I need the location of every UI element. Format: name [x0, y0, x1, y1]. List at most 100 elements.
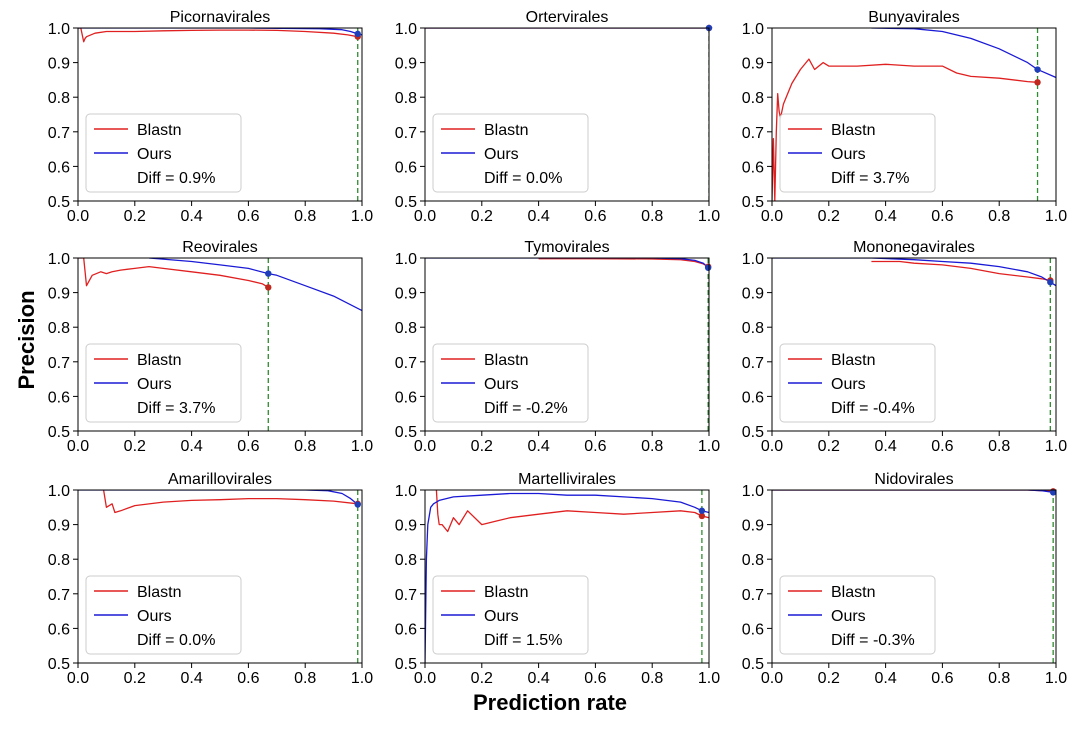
legend-box: [779, 575, 936, 655]
y-tick-label: 0.5: [48, 656, 70, 673]
y-tick-label: 1.0: [742, 483, 764, 500]
x-tick-label: 0.0: [67, 208, 89, 225]
x-tick-label: 0.0: [761, 208, 783, 225]
x-tick-label: 0.8: [294, 438, 316, 455]
subplot-7: Amarillovirales 0.0 0.2 0.4 0.6 0.8 1.0 0.5 0.6 0…: [48, 471, 373, 687]
legend: Blastn Ours Diff = -0.2%: [432, 343, 589, 423]
x-tick-label: 0.4: [180, 438, 202, 455]
x-tick-label: 0.4: [527, 670, 549, 687]
y-tick-label: 0.6: [742, 389, 764, 406]
y-tick-label: 0.8: [742, 320, 764, 337]
series-line-ours: [425, 258, 709, 269]
x-tick-label: 0.2: [818, 670, 840, 687]
y-tick-label: 0.9: [48, 56, 70, 73]
y-tick-label: 0.7: [742, 355, 764, 372]
x-tick-label: 0.4: [527, 438, 549, 455]
x-tick-label: 0.2: [818, 208, 840, 225]
y-tick-label: 0.7: [395, 125, 417, 142]
legend: Blastn Ours Diff = 0.0%: [85, 575, 242, 655]
figure-ylabel: Precision: [14, 290, 39, 389]
legend-label-blastn: Blastn: [137, 352, 181, 369]
y-tick-label: 0.9: [48, 286, 70, 303]
y-tick-label: 0.8: [395, 552, 417, 569]
legend-label-blastn: Blastn: [484, 352, 528, 369]
y-tick-label: 0.7: [395, 355, 417, 372]
axes-frame: [771, 27, 1057, 202]
x-tick-label: 0.4: [874, 438, 896, 455]
x-tick-label: 0.6: [931, 208, 953, 225]
axes-frame: [77, 27, 363, 202]
y-tick-label: 0.5: [742, 194, 764, 211]
x-tick-label: 0.6: [584, 208, 606, 225]
x-tick-label: 1.0: [698, 208, 720, 225]
y-tick-label: 1.0: [48, 483, 70, 500]
y-tick-label: 0.7: [48, 355, 70, 372]
x-tick-label: 0.4: [180, 670, 202, 687]
y-tick-label: 0.9: [742, 56, 764, 73]
y-tick-label: 0.7: [48, 587, 70, 604]
end-marker-blastn: [1034, 79, 1041, 86]
legend-box: [85, 575, 242, 655]
plot-area: [772, 258, 1056, 431]
x-tick-label: 0.8: [641, 670, 663, 687]
axes-frame: [77, 489, 363, 664]
legend-box: [85, 343, 242, 423]
y-tick-label: 0.9: [395, 56, 417, 73]
x-tick-label: 1.0: [351, 208, 373, 225]
y-tick-label: 0.6: [742, 621, 764, 638]
legend-label-blastn: Blastn: [831, 352, 875, 369]
subplot-title: Mononegavirales: [853, 239, 975, 256]
axes-frame: [771, 257, 1057, 432]
legend: Blastn Ours Diff = 0.0%: [432, 113, 589, 193]
legend-diff-text: Diff = -0.4%: [831, 400, 915, 417]
plot-area: [772, 490, 1054, 663]
x-tick-label: 1.0: [1045, 208, 1067, 225]
legend-label-ours: Ours: [484, 376, 519, 393]
x-tick-label: 0.2: [124, 208, 146, 225]
y-tick-label: 0.6: [395, 621, 417, 638]
y-tick-label: 0.6: [395, 159, 417, 176]
y-tick-label: 1.0: [742, 21, 764, 38]
y-tick-label: 0.5: [742, 656, 764, 673]
y-tick-label: 0.7: [395, 587, 417, 604]
legend-diff-text: Diff = 1.5%: [484, 632, 562, 649]
legend-diff-text: Diff = 0.0%: [137, 632, 215, 649]
legend-box: [779, 113, 936, 193]
legend-box: [432, 113, 589, 193]
subplot-3: Bunyavirales 0.0 0.2 0.4 0.6 0.8 1.0 0.5 0.6 0.7 0…: [742, 9, 1067, 225]
legend-box: [85, 113, 242, 193]
series-line-blastn: [772, 58, 1038, 201]
x-tick-label: 0.6: [584, 438, 606, 455]
subplot-title: Martellivirales: [518, 471, 616, 488]
series-line-blastn: [102, 490, 358, 514]
legend: Blastn Ours Diff = -0.4%: [779, 343, 936, 423]
x-tick-label: 0.0: [761, 438, 783, 455]
legend-label-ours: Ours: [831, 146, 866, 163]
y-tick-label: 0.8: [48, 320, 70, 337]
axes-frame: [424, 27, 710, 202]
legend-label-ours: Ours: [484, 608, 519, 625]
subplot-2: Ortervirales 0.0 0.2 0.4 0.6 0.8 1.0 0.5 0.6 0.7 0…: [395, 9, 720, 225]
series-line-blastn: [78, 258, 269, 288]
y-tick-label: 1.0: [48, 21, 70, 38]
end-marker-ours: [1047, 279, 1054, 286]
subplot-title: Nidovirales: [874, 471, 953, 488]
x-tick-label: 0.0: [67, 670, 89, 687]
x-tick-label: 1.0: [698, 670, 720, 687]
end-marker-blastn: [698, 512, 706, 520]
subplot-title: Tymovirales: [524, 239, 609, 256]
legend-label-blastn: Blastn: [831, 584, 875, 601]
x-tick-label: 0.2: [471, 670, 493, 687]
legend-diff-text: Diff = 3.7%: [831, 170, 909, 187]
x-tick-label: 0.8: [988, 208, 1010, 225]
subplot-9: Nidovirales 0.0 0.2 0.4 0.6 0.8 1.0 0.5 0.6 0.7 0.…: [742, 471, 1067, 687]
y-tick-label: 0.9: [742, 286, 764, 303]
x-tick-label: 0.6: [931, 438, 953, 455]
series-line-ours: [772, 258, 1056, 287]
legend-label-blastn: Blastn: [484, 122, 528, 139]
y-tick-label: 0.7: [48, 125, 70, 142]
y-tick-label: 0.6: [742, 159, 764, 176]
y-tick-label: 0.9: [395, 518, 417, 535]
legend: Blastn Ours Diff = 0.9%: [85, 113, 242, 193]
legend-box: [779, 343, 936, 423]
